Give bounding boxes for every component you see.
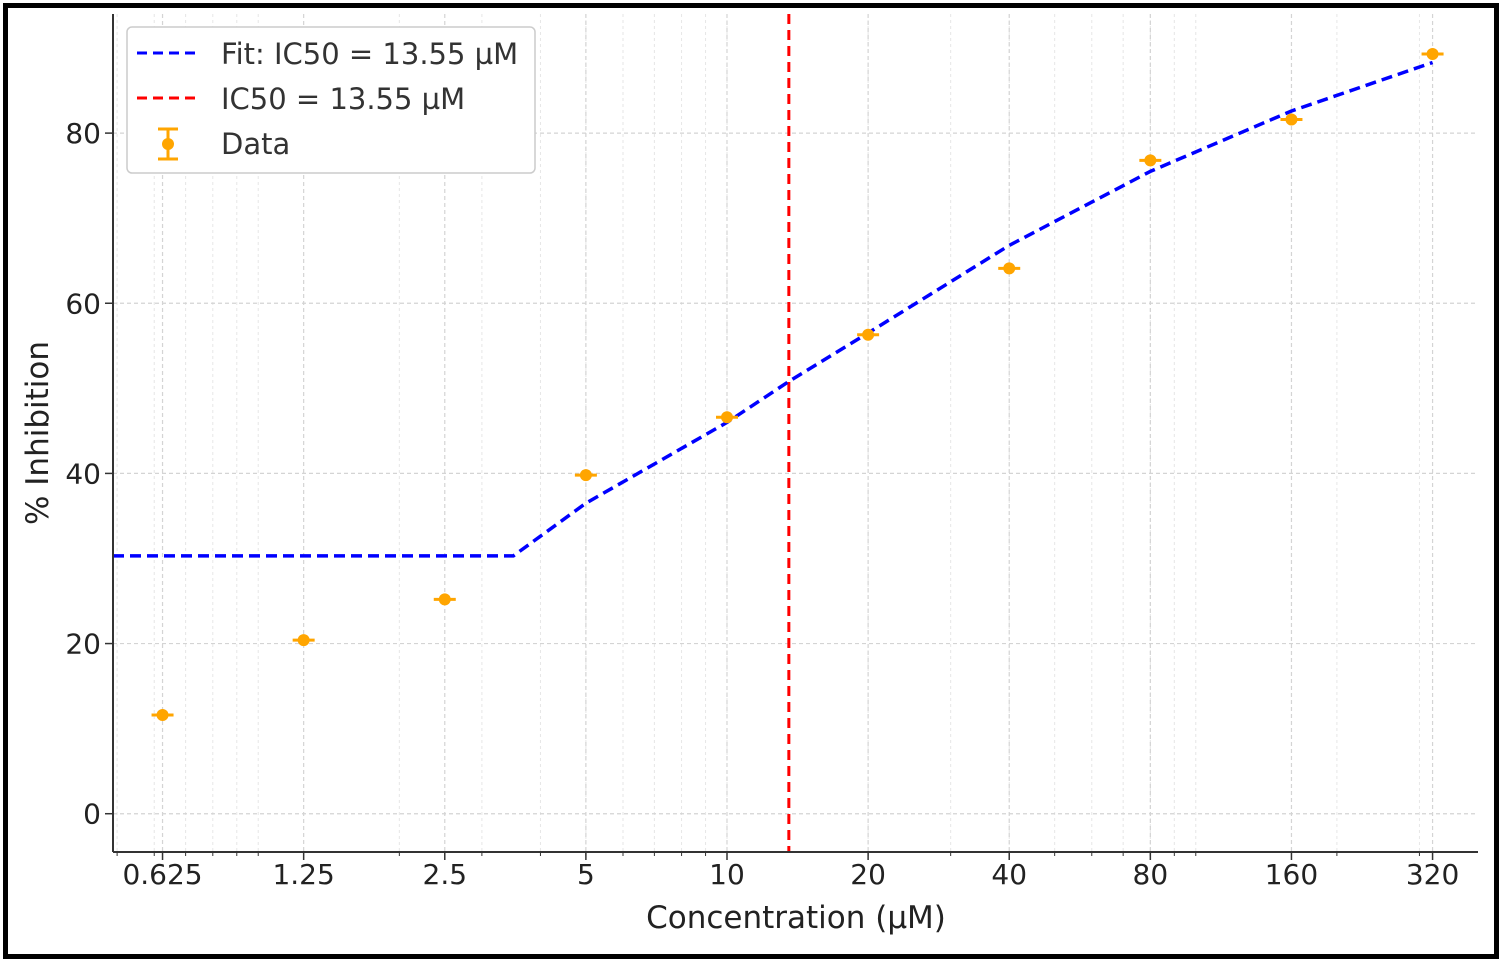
data-marker — [862, 328, 875, 341]
x-axis-title: Concentration (µM) — [646, 900, 946, 936]
x-tick-label: 5 — [577, 858, 595, 891]
data-point — [1280, 113, 1303, 126]
x-tick-label: 2.5 — [423, 858, 468, 891]
data-marker — [1003, 262, 1016, 275]
data-point — [292, 634, 315, 647]
data-points — [151, 47, 1444, 722]
legend-box — [126, 26, 536, 174]
data-point — [433, 593, 456, 606]
y-axis-title: % Inhibition — [20, 341, 56, 525]
data-marker — [438, 593, 451, 606]
fit-line — [113, 60, 1434, 558]
data-marker — [720, 411, 733, 424]
legend-ic50-label: IC50 = 13.55 µM — [221, 82, 465, 116]
x-tick-label: 40 — [991, 858, 1027, 891]
x-tick-label: 80 — [1133, 858, 1169, 891]
y-tick-labels: 0 20 40 60 80 — [65, 117, 101, 831]
legend-data-label: Data — [221, 127, 290, 161]
data-point — [857, 328, 880, 341]
y-tick-label: 40 — [65, 457, 101, 490]
legend-fit-label: Fit: IC50 = 13.55 µM — [221, 37, 518, 71]
data-marker — [297, 634, 310, 647]
y-tick-label: 20 — [65, 628, 101, 661]
x-tick-label: 320 — [1406, 858, 1459, 891]
axes — [105, 14, 1478, 860]
x-tick-labels: 0.625 1.25 2.5 5 10 20 40 80 160 320 — [122, 858, 1459, 891]
data-marker — [1426, 47, 1439, 60]
data-marker — [1144, 154, 1157, 167]
y-tick-label: 80 — [65, 117, 101, 150]
data-marker — [579, 469, 592, 482]
data-marker — [156, 709, 169, 722]
legend-data-swatch — [158, 127, 178, 161]
x-tick-label: 160 — [1265, 858, 1318, 891]
data-point — [715, 411, 738, 424]
x-tick-label: 0.625 — [122, 858, 202, 891]
data-point — [151, 709, 174, 722]
y-tick-label: 0 — [83, 798, 101, 831]
legend: Fit: IC50 = 13.55 µM IC50 = 13.55 µM Dat… — [126, 26, 536, 174]
y-tick-label: 60 — [65, 287, 101, 320]
x-tick-label: 10 — [709, 858, 745, 891]
data-point — [1139, 154, 1162, 167]
x-tick-label: 1.25 — [272, 858, 334, 891]
x-tick-label: 20 — [850, 858, 886, 891]
data-point — [574, 469, 597, 482]
data-point — [1421, 47, 1444, 60]
fit-curve — [113, 60, 1434, 558]
data-point — [998, 262, 1021, 275]
data-marker — [1285, 113, 1298, 126]
